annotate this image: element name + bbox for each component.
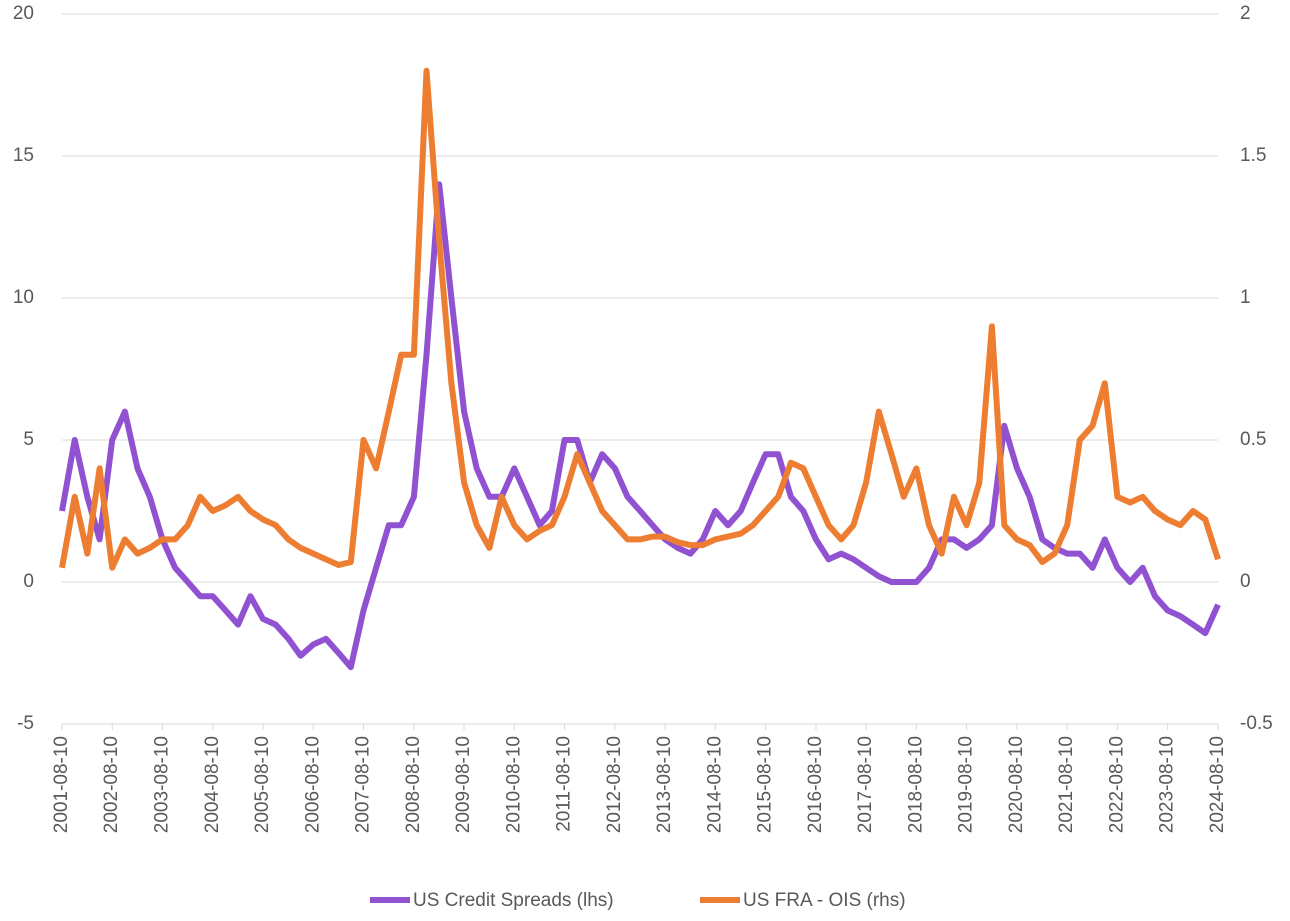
y-tick-label: 20 (13, 3, 34, 24)
x-tick-label: 2017-08-10 (855, 736, 876, 833)
y2-tick-label: 1 (1240, 287, 1251, 308)
legend-label: US FRA - OIS (rhs) (743, 890, 906, 911)
y2-tick-label: 2 (1240, 3, 1251, 24)
x-tick-label: 2009-08-10 (453, 736, 474, 833)
x-tick-label: 2011-08-10 (554, 736, 575, 832)
data-line (59, 67, 1221, 571)
y2-tick-label: 0 (1240, 571, 1251, 592)
x-tick-label: 2020-08-10 (1006, 736, 1027, 833)
x-tick-label: 2010-08-10 (503, 736, 524, 833)
x-tick-label: 2016-08-10 (805, 736, 826, 833)
x-tick-label: 2018-08-10 (905, 736, 926, 833)
y-tick-label: 15 (13, 145, 34, 166)
data-line (59, 181, 1221, 671)
legend-label: US Credit Spreads (lhs) (413, 890, 614, 911)
x-tick-label: 2013-08-10 (654, 736, 675, 833)
x-tick-label: 2022-08-10 (1106, 736, 1127, 833)
x-tick-label: 2012-08-10 (604, 736, 625, 833)
y-tick-label: 0 (23, 571, 34, 592)
y2-tick-label: 1.5 (1240, 145, 1266, 166)
x-tick-label: 2008-08-10 (403, 736, 424, 833)
y2-tick-label: -0.5 (1240, 713, 1273, 734)
x-tick-label: 2007-08-10 (353, 736, 374, 833)
x-tick-label: 2004-08-10 (202, 736, 223, 833)
x-tick-label: 2014-08-10 (704, 736, 725, 833)
x-tick-label: 2024-08-10 (1207, 736, 1228, 833)
x-tick-label: 2023-08-10 (1157, 736, 1178, 833)
x-tick-label: 2001-08-10 (51, 736, 72, 833)
x-tick-label: 2021-08-10 (1056, 736, 1077, 833)
x-tick-label: 2005-08-10 (252, 736, 273, 833)
x-tick-label: 2006-08-10 (302, 736, 323, 833)
y-tick-label: 5 (23, 429, 34, 450)
x-tick-label: 2002-08-10 (101, 736, 122, 833)
y2-tick-label: 0.5 (1240, 429, 1266, 450)
x-tick-label: 2019-08-10 (956, 736, 977, 833)
y-tick-label: 10 (13, 287, 34, 308)
x-tick-label: 2015-08-10 (755, 736, 776, 833)
x-tick-label: 2003-08-10 (151, 736, 172, 833)
y-tick-label: -5 (17, 713, 34, 734)
